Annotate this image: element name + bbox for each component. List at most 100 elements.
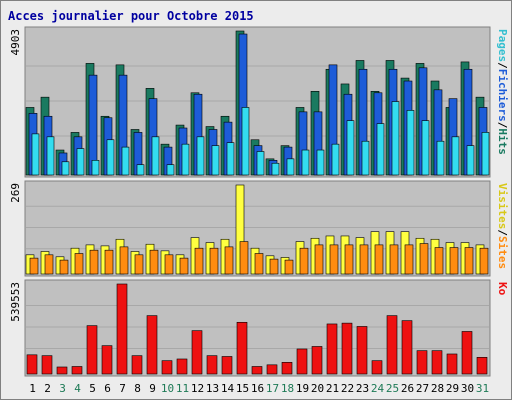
bar-pages-17 [271, 162, 280, 176]
bar-pages-24 [376, 123, 385, 176]
bar-ko-13 [206, 355, 218, 375]
bar-ko-1 [26, 354, 38, 375]
bar-pages-25 [391, 101, 400, 176]
bar-pages-18 [286, 158, 295, 176]
legend-kb: Ko [496, 282, 509, 296]
ymax-label-kb: 539553 [9, 282, 22, 322]
ymax-label-visits-sites: 269 [9, 183, 22, 203]
bar-sites-22 [344, 244, 354, 275]
bar-sites-21 [329, 244, 339, 275]
bar-ko-14 [221, 356, 233, 375]
legend-entry-kb-0: Ko [496, 282, 509, 296]
legend-entry-visits-sites-0: Visites [496, 183, 509, 229]
bar-ko-26 [401, 320, 413, 375]
x-tick-label-9: 9 [149, 382, 156, 395]
bar-sites-20 [314, 244, 324, 275]
bar-ko-5 [86, 325, 98, 375]
bar-sites-30 [464, 247, 474, 275]
x-tick-label-15: 15 [236, 382, 249, 395]
bar-ko-2 [41, 355, 53, 375]
legend-entry-hits-files-pages-1: / [496, 62, 509, 69]
bar-pages-22 [346, 120, 355, 176]
x-tick-label-10: 10 [161, 382, 174, 395]
bar-pages-11 [181, 143, 190, 176]
bar-ko-31 [476, 357, 488, 375]
bar-ko-21 [326, 323, 338, 375]
legend-hits-files-pages: Pages/Fichiers/Hits [496, 29, 509, 155]
bar-pages-15 [241, 107, 250, 176]
x-tick-label-4: 4 [74, 382, 81, 395]
ymax-label-hits-files-pages: 4903 [9, 29, 22, 56]
legend-entry-visits-sites-2: Sites [496, 236, 509, 269]
bar-sites-25 [389, 244, 399, 275]
bar-pages-28 [436, 140, 445, 176]
x-tick-label-12: 12 [191, 382, 204, 395]
bar-pages-14 [226, 142, 235, 176]
bar-pages-21 [331, 143, 340, 176]
bar-sites-8 [134, 254, 144, 275]
bar-pages-10 [166, 164, 175, 176]
bar-pages-30 [466, 145, 475, 176]
bar-sites-12 [194, 247, 204, 275]
bar-ko-24 [371, 360, 383, 375]
bar-ko-3 [56, 366, 68, 375]
bar-sites-7 [119, 246, 129, 275]
bar-sites-23 [359, 244, 369, 275]
bar-ko-29 [446, 353, 458, 375]
bar-pages-16 [256, 151, 265, 176]
bar-sites-11 [179, 257, 189, 275]
x-tick-label-13: 13 [206, 382, 219, 395]
legend-entry-visits-sites-1: / [496, 229, 509, 236]
legend-entry-hits-files-pages-4: Hits [496, 128, 509, 155]
bar-pages-27 [421, 120, 430, 176]
bar-ko-16 [251, 366, 263, 375]
bar-ko-18 [281, 362, 293, 375]
bar-sites-19 [299, 247, 309, 275]
bar-sites-18 [284, 259, 294, 275]
bar-sites-9 [149, 249, 159, 275]
x-tick-label-2: 2 [44, 382, 51, 395]
x-tick-label-23: 23 [356, 382, 369, 395]
x-tick-label-3: 3 [59, 382, 66, 395]
bar-sites-5 [89, 249, 99, 275]
bar-pages-4 [76, 148, 85, 176]
bar-pages-6 [106, 139, 115, 176]
bar-sites-27 [419, 243, 429, 275]
x-tick-label-7: 7 [119, 382, 126, 395]
bar-ko-15 [236, 321, 248, 375]
bar-sites-31 [479, 247, 489, 275]
bar-sites-28 [434, 247, 444, 275]
bar-ko-27 [416, 350, 428, 375]
x-tick-label-22: 22 [341, 382, 354, 395]
bar-ko-8 [131, 355, 143, 375]
x-tick-label-20: 20 [311, 382, 324, 395]
bar-pages-7 [121, 146, 130, 176]
bar-sites-24 [374, 244, 384, 275]
bar-sites-26 [404, 244, 414, 275]
x-tick-label-14: 14 [221, 382, 235, 395]
chart-title: Acces journalier pour Octobre 2015 [8, 9, 254, 23]
bar-sites-1 [29, 257, 39, 275]
bar-pages-2 [46, 136, 55, 176]
bar-ko-17 [266, 364, 278, 375]
bar-sites-14 [224, 246, 234, 275]
x-tick-label-26: 26 [401, 382, 414, 395]
bar-sites-16 [254, 253, 264, 275]
x-tick-label-18: 18 [281, 382, 294, 395]
bar-pages-3 [61, 161, 70, 176]
x-tick-label-17: 17 [266, 382, 279, 395]
x-tick-label-1: 1 [29, 382, 36, 395]
bar-pages-9 [151, 136, 160, 176]
bar-sites-17 [269, 258, 279, 275]
bar-ko-25 [386, 315, 398, 375]
bar-pages-23 [361, 140, 370, 176]
x-tick-label-27: 27 [416, 382, 429, 395]
bar-ko-20 [311, 346, 323, 375]
bar-pages-13 [211, 145, 220, 176]
bar-ko-10 [161, 360, 173, 375]
bar-sites-2 [44, 254, 54, 275]
bar-pages-5 [91, 160, 100, 176]
x-tick-label-16: 16 [251, 382, 264, 395]
legend-entry-hits-files-pages-2: Fichiers [496, 69, 509, 122]
